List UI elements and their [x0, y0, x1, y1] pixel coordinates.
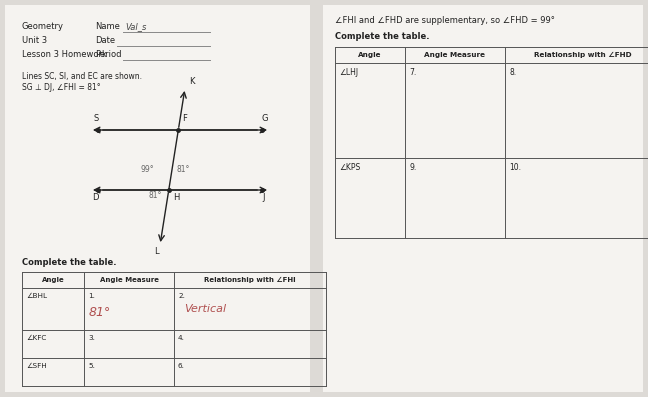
- Text: Geometry: Geometry: [22, 22, 64, 31]
- Text: 99°: 99°: [141, 165, 154, 174]
- Text: ∠LHJ: ∠LHJ: [339, 68, 358, 77]
- Text: ∠BHL: ∠BHL: [26, 293, 47, 299]
- Text: G: G: [262, 114, 268, 123]
- Text: H: H: [173, 193, 179, 202]
- Text: 1.: 1.: [88, 293, 95, 299]
- Text: ∠KPS: ∠KPS: [339, 163, 360, 172]
- Text: L: L: [154, 247, 159, 256]
- Text: 9.: 9.: [409, 163, 416, 172]
- Text: 81°: 81°: [177, 165, 190, 174]
- Text: Relationship with ∠FHI: Relationship with ∠FHI: [204, 277, 296, 283]
- Text: Relationship with ∠FHD: Relationship with ∠FHD: [534, 52, 631, 58]
- Text: Angle: Angle: [358, 52, 382, 58]
- Text: Angle Measure: Angle Measure: [424, 52, 485, 58]
- Text: J: J: [262, 193, 264, 202]
- Text: 4.: 4.: [178, 335, 185, 341]
- Text: Angle: Angle: [41, 277, 64, 283]
- Text: ∠SFH: ∠SFH: [26, 363, 47, 369]
- Text: SG ⊥ DJ, ∠FHI = 81°: SG ⊥ DJ, ∠FHI = 81°: [22, 83, 100, 92]
- Text: Angle Measure: Angle Measure: [100, 277, 159, 283]
- Text: 81°: 81°: [89, 306, 111, 319]
- Text: ∠KFC: ∠KFC: [26, 335, 47, 341]
- Text: Date: Date: [95, 36, 115, 45]
- Text: Unit 3: Unit 3: [22, 36, 47, 45]
- FancyBboxPatch shape: [5, 5, 310, 392]
- Text: Complete the table.: Complete the table.: [335, 32, 430, 41]
- Text: 5.: 5.: [88, 363, 95, 369]
- FancyBboxPatch shape: [323, 5, 643, 392]
- Text: 6.: 6.: [178, 363, 185, 369]
- Text: Period: Period: [95, 50, 122, 59]
- Text: K: K: [189, 77, 194, 86]
- Text: Vertical: Vertical: [184, 304, 226, 314]
- Text: Lesson 3 Homework: Lesson 3 Homework: [22, 50, 107, 59]
- Text: Lines SC, SI, and EC are shown.: Lines SC, SI, and EC are shown.: [22, 72, 142, 81]
- Text: 2.: 2.: [178, 293, 185, 299]
- Text: 3.: 3.: [88, 335, 95, 341]
- Text: 10.: 10.: [509, 163, 521, 172]
- Text: 81°: 81°: [149, 191, 162, 200]
- Text: Complete the table.: Complete the table.: [22, 258, 117, 267]
- Text: D: D: [92, 193, 98, 202]
- Text: Name: Name: [95, 22, 120, 31]
- Text: F: F: [182, 114, 187, 123]
- Text: 7.: 7.: [409, 68, 416, 77]
- Text: S: S: [94, 114, 99, 123]
- Text: ∠FHI and ∠FHD are supplementary, so ∠FHD = 99°: ∠FHI and ∠FHD are supplementary, so ∠FHD…: [335, 16, 555, 25]
- Text: 8.: 8.: [509, 68, 516, 77]
- Text: Val_s: Val_s: [125, 22, 146, 31]
